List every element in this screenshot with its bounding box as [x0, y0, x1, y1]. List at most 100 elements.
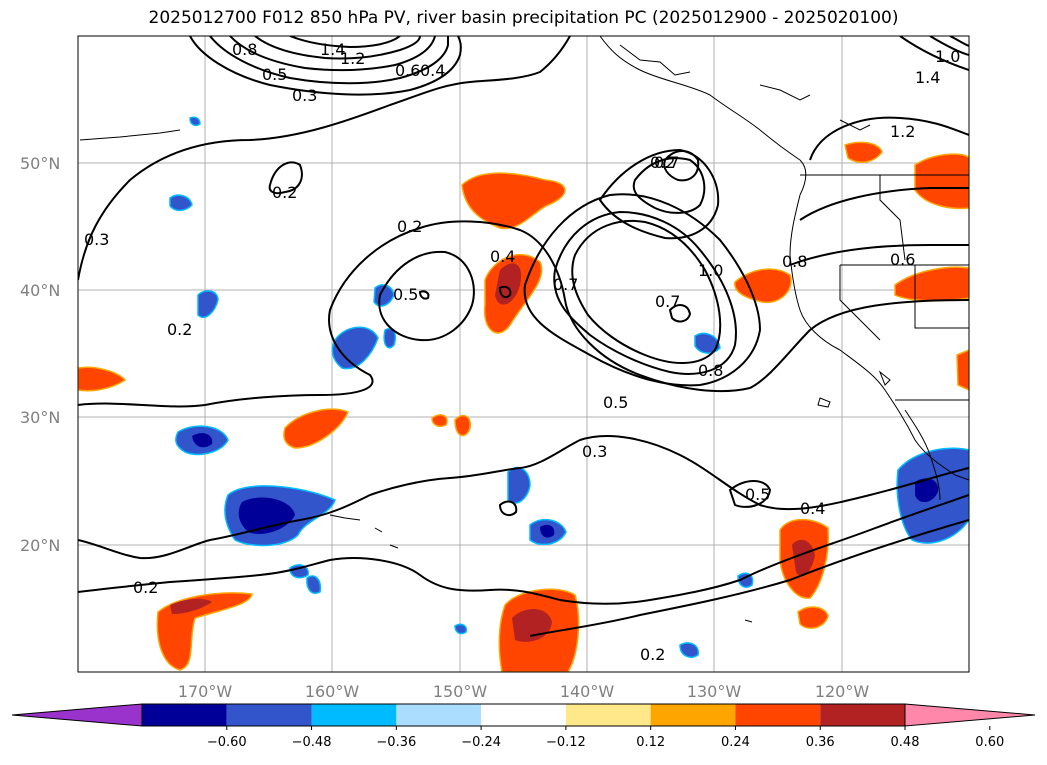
pv-contour [929, 36, 969, 56]
pv-contour [728, 480, 772, 508]
precip-blob [797, 606, 829, 629]
precip-blob [915, 478, 939, 503]
colorbar-tick-label: −0.24 [461, 735, 501, 750]
lon-label: 150°W [433, 682, 488, 701]
contour-label: 0.2 [167, 320, 192, 339]
pv-contour [209, 36, 449, 85]
contour-label: 0.2 [650, 153, 675, 172]
contour-label: 0.3 [292, 86, 317, 105]
contour-label: 0.5 [393, 285, 418, 304]
colorbar-cell [820, 704, 905, 726]
precip-blob [956, 349, 969, 391]
pv-contours [78, 36, 969, 637]
colorbar-cell [226, 704, 312, 726]
colorbar-tick-label: 0.60 [975, 735, 1004, 750]
coastlines [79, 36, 969, 623]
contour-label: 0.4 [800, 499, 825, 518]
pv-contour [268, 161, 303, 195]
precip-blob [454, 414, 471, 437]
pv-contour [229, 36, 436, 72]
contour-label: 1.2 [890, 122, 915, 141]
pv-contour [78, 220, 969, 408]
precip-blob [169, 194, 193, 212]
pv-contour [418, 290, 430, 300]
lat-label: 40°N [20, 281, 60, 300]
contour-label: 0.7 [553, 275, 578, 294]
contour-label: 0.8 [782, 252, 807, 271]
pv-contour [289, 36, 401, 49]
contour-label: 1.2 [340, 49, 365, 68]
contour-label: 0.5 [603, 393, 628, 412]
pv-contour [254, 36, 421, 60]
colorbar-cell [396, 704, 482, 726]
pv-contour [598, 148, 720, 240]
precip-blob [454, 623, 468, 635]
contour-label: 0.4 [420, 61, 445, 80]
contour-label: 0.2 [397, 217, 422, 236]
contour-label: 0.4 [490, 247, 515, 266]
precip-blob [792, 539, 815, 576]
lon-label: 160°W [305, 682, 360, 701]
contour-label: 0.7 [655, 292, 680, 311]
contour-label: 0.6 [395, 61, 420, 80]
colorbar-tick-label: 0.24 [721, 735, 750, 750]
precip-blob [431, 414, 448, 428]
precip-blob [189, 116, 201, 127]
pv-contour [663, 150, 700, 182]
pv-contour [523, 193, 762, 387]
colorbar-tick-label: 0.36 [806, 735, 835, 750]
colorbar-outline [141, 703, 906, 727]
colorbar: −0.60 −0.48 −0.36 −0.24 −0.12 0.12 0.24 0.36 0.4… [11, 703, 1036, 750]
pv-contour [189, 36, 462, 96]
contour-label: 1.0 [698, 261, 723, 280]
contour-label: 0.5 [745, 485, 770, 504]
pv-contour [498, 285, 512, 299]
precip-blob [734, 268, 792, 304]
pv-contour [529, 519, 969, 637]
precip-blob [894, 266, 969, 302]
map-title: 2025012700 F012 850 hPa PV, river basin … [148, 8, 899, 28]
contour-label: 0.5 [262, 65, 287, 84]
colorbar-cell [735, 704, 821, 726]
contour-label: 0.8 [698, 361, 723, 380]
lat-label: 20°N [20, 536, 60, 555]
lon-label: 120°W [815, 682, 870, 701]
longitude-labels: 170°W 160°W 150°W 140°W 130°W 120°W [178, 682, 870, 701]
precip-blob [540, 524, 555, 538]
precip-blob [679, 642, 699, 658]
lat-label: 30°N [20, 408, 60, 427]
contour-label: 0.7 [654, 153, 679, 172]
lon-label: 140°W [560, 682, 615, 701]
colorbar-extend-low [11, 703, 143, 727]
precip-blob [306, 575, 322, 594]
colorbar-extend-high [904, 703, 1036, 727]
colorbar-cell [565, 704, 651, 726]
lon-label: 170°W [178, 682, 233, 701]
contour-label: 0.2 [133, 578, 158, 597]
colorbar-tick-label: −0.60 [207, 735, 247, 750]
precip-blob [461, 172, 566, 230]
colorbar-tick-label: 0.48 [891, 735, 920, 750]
pv-contour [789, 244, 969, 266]
precip-blob [78, 366, 127, 392]
map-frame [77, 35, 970, 673]
pv-contour [799, 187, 969, 221]
contour-label: 0.3 [84, 230, 109, 249]
contour-label: 0.2 [272, 183, 297, 202]
precip-blob [197, 290, 219, 319]
pv-contour [899, 36, 969, 71]
precip-blob [914, 153, 969, 210]
pv-contour [949, 36, 969, 47]
pv-contour [571, 220, 722, 364]
pv-contour [78, 434, 969, 560]
precip-blob [238, 497, 295, 535]
colorbar-cell [142, 704, 227, 726]
contour-label: 0.6 [890, 250, 915, 269]
colorbar-tick-label: −0.12 [546, 735, 586, 750]
pv-contour [553, 210, 737, 375]
contour-label: 0.2 [640, 645, 665, 664]
pv-contour [668, 304, 692, 323]
pv-contour [498, 500, 518, 517]
colorbar-tick-label: −0.48 [292, 735, 332, 750]
